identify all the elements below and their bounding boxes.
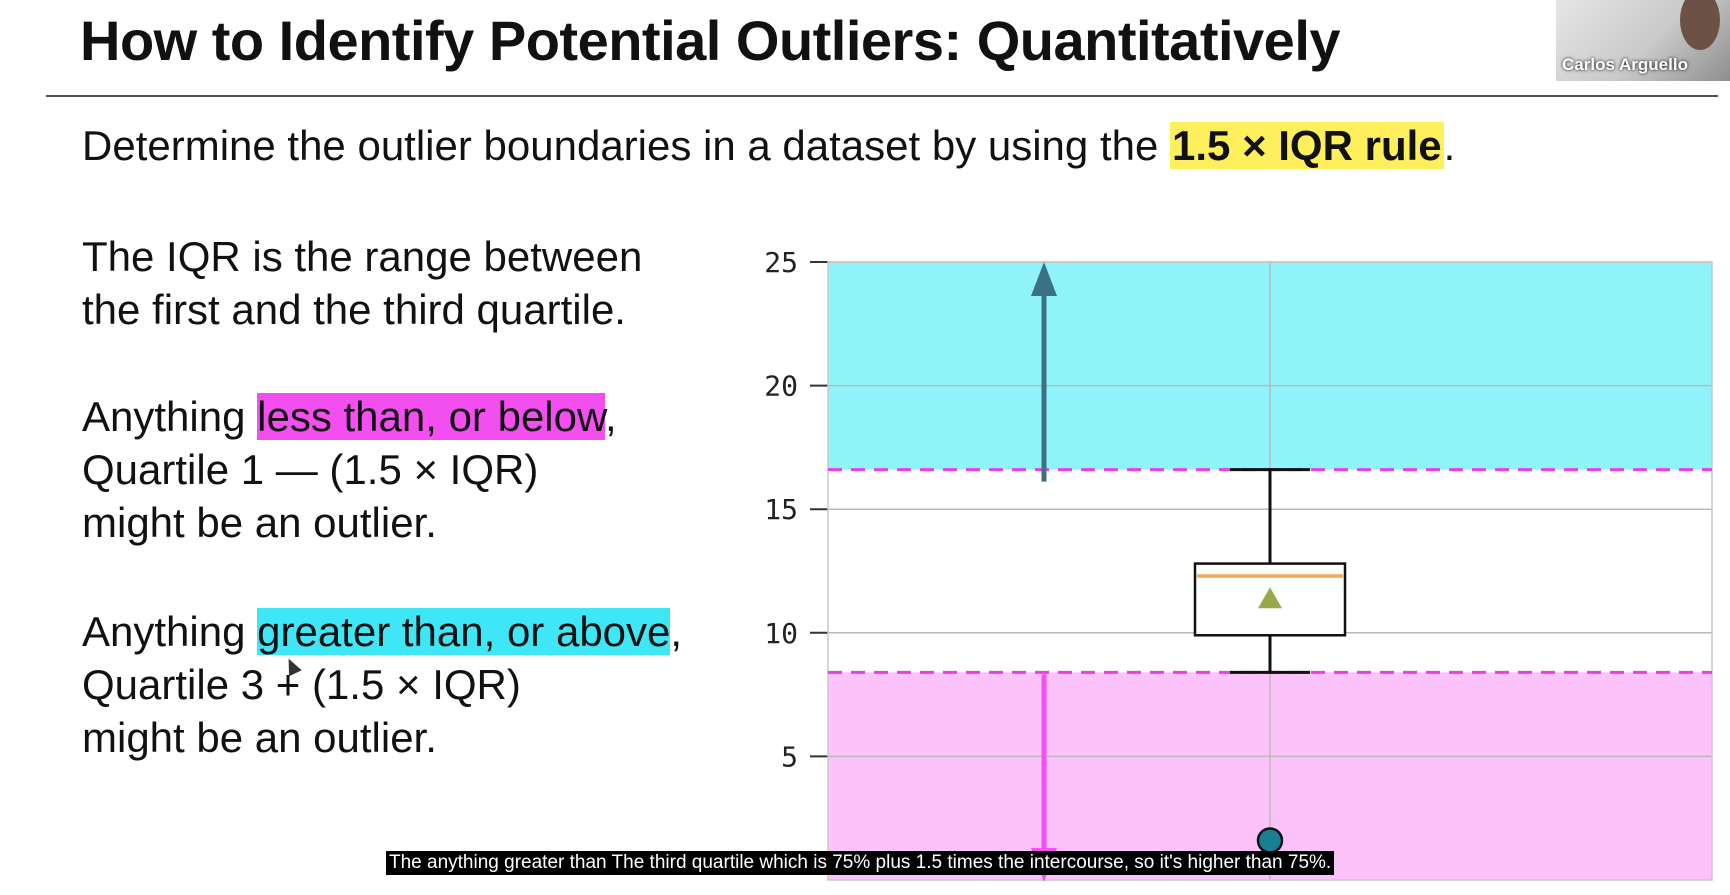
slide-title: How to Identify Potential Outliers: Quan… <box>80 9 1341 72</box>
upper-line-1-pre: Anything <box>82 608 258 655</box>
y-tick-label: 5 <box>781 740 798 773</box>
lower-line-3: might be an outlier. <box>82 499 437 546</box>
upper-outlier-rule: Anything greater than, or above, Quartil… <box>82 605 682 764</box>
iqr-line-1: The IQR is the range between <box>82 233 643 280</box>
y-tick-label: 10 <box>764 617 798 650</box>
title-divider <box>46 95 1718 97</box>
participant-video-tile[interactable]: Carlos Arguello <box>1556 0 1730 81</box>
y-tick-label: 15 <box>764 493 798 526</box>
outlier-point <box>1256 827 1284 854</box>
mean-marker <box>1258 587 1282 609</box>
upper-line-1-post: , <box>670 608 683 655</box>
upper-line-1: Anything greater than, or above, <box>82 605 682 658</box>
lower-line-1-pre: Anything <box>82 393 258 440</box>
upper-line-2: Quartile 3 + (1.5 × IQR) <box>82 661 521 708</box>
upper-highlight: greater than, or above <box>257 608 671 655</box>
participant-video-feed <box>1680 0 1720 50</box>
lower-line-1-post: , <box>605 393 617 440</box>
lower-line-2: Quartile 1 — (1.5 × IQR) <box>82 446 539 493</box>
box-plot-chart: 5 10 15 20 25 <box>764 246 1713 882</box>
upper-line-3: might be an outlier. <box>82 714 437 761</box>
participant-name: Carlos Arguello <box>1562 55 1688 74</box>
rule-text-after: . <box>1443 122 1456 169</box>
rule-text-before: Determine the outlier boundaries in a da… <box>82 122 1171 169</box>
up-arrow-head <box>1031 262 1057 296</box>
iqr-line-2: the first and the third quartile. <box>82 286 626 333</box>
rule-statement: Determine the outlier boundaries in a da… <box>82 122 1455 170</box>
lower-outlier-rule: Anything less than, or below, Quartile 1… <box>82 390 617 549</box>
rule-highlight: 1.5 × IQR rule <box>1170 122 1444 169</box>
lower-line-1: Anything less than, or below, <box>82 390 617 443</box>
y-tick-label: 20 <box>764 370 798 403</box>
live-caption: The anything greater than The third quar… <box>386 851 1335 875</box>
iqr-definition: The IQR is the range between the first a… <box>82 230 642 336</box>
lower-highlight: less than, or below <box>257 393 605 440</box>
plot-frame <box>827 261 1713 881</box>
y-tick-label: 25 <box>764 246 798 279</box>
